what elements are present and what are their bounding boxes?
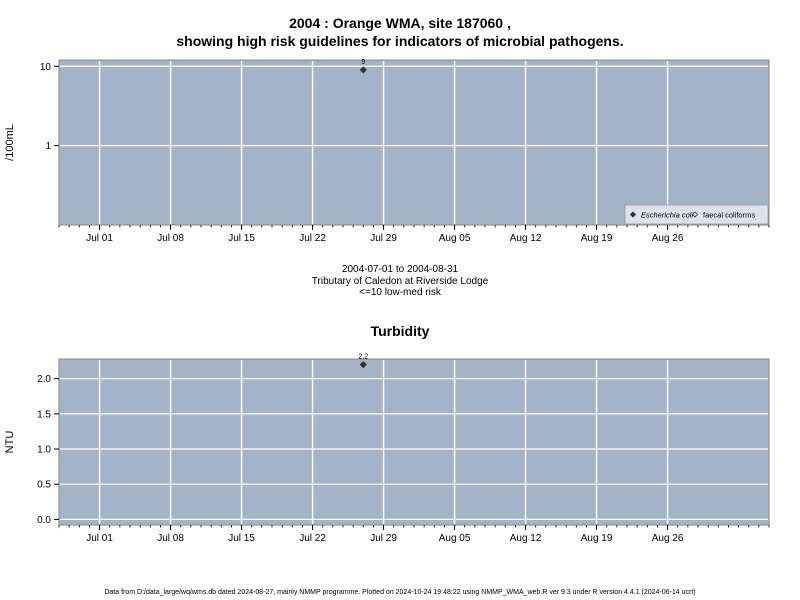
x-tick-label: Aug 26 bbox=[652, 533, 684, 544]
data-point bbox=[359, 66, 367, 74]
y-tick-label: 0.0 bbox=[37, 515, 51, 526]
legend-label: faecal coliforms bbox=[703, 211, 755, 220]
x-tick-label: Aug 05 bbox=[439, 533, 471, 544]
x-tick-label: Aug 05 bbox=[439, 233, 471, 244]
footer-note: Data from D:/data_large/wq/wms.db dated … bbox=[104, 589, 696, 596]
y-tick-label: 1.0 bbox=[37, 445, 51, 456]
turbidity-chart: Jul 01 Jul 08 Jul 15 Jul 22 Jul 29 Aug 05 Aug … bbox=[4, 354, 770, 544]
x-tick-label: Aug 19 bbox=[581, 533, 613, 544]
x-tick-label: Jul 22 bbox=[299, 233, 326, 244]
x-tick-label: Jul 15 bbox=[228, 233, 255, 244]
site-caption: Tributary of Caledon at Riverside Lodge bbox=[311, 276, 489, 287]
chart1-title: 2004 : Orange WMA, site 187060 , bbox=[289, 15, 511, 31]
x-tick-label: Jul 08 bbox=[157, 533, 184, 544]
ecoli-chart: Jul 01 Jul 08 Jul 15 Jul 22 Jul 29 Aug 05 Aug … bbox=[4, 59, 770, 244]
x-tick-label: Aug 12 bbox=[510, 533, 542, 544]
x-tick-label: Jul 08 bbox=[157, 233, 184, 244]
x-tick-label: Jul 29 bbox=[370, 233, 397, 244]
x-tick-label: Jul 29 bbox=[370, 533, 397, 544]
x-tick-label: Jul 01 bbox=[86, 233, 113, 244]
x-tick-label: Aug 26 bbox=[652, 233, 684, 244]
x-tick-label: Jul 22 bbox=[299, 533, 326, 544]
legend-box bbox=[624, 204, 769, 225]
x-tick-label: Aug 12 bbox=[510, 233, 542, 244]
chart1-subtitle: showing high risk guidelines for indicat… bbox=[176, 33, 624, 49]
x-tick-label: Jul 01 bbox=[86, 533, 113, 544]
data-label: 2.2 bbox=[358, 354, 368, 361]
x-tick-label: Jul 15 bbox=[228, 533, 255, 544]
risk-caption: <=10 low-med risk bbox=[359, 287, 441, 298]
plot-panel bbox=[58, 358, 770, 526]
y-tick-label: 1 bbox=[45, 141, 51, 152]
date-range-caption: 2004-07-01 to 2004-08-31 bbox=[341, 264, 459, 275]
legend-marker bbox=[691, 211, 699, 218]
legend-marker bbox=[629, 211, 637, 218]
data-point bbox=[359, 361, 367, 369]
y-tick-label: 1.5 bbox=[37, 409, 51, 420]
y-tick-label: 10 bbox=[40, 62, 52, 73]
y-tick-label: 2.0 bbox=[37, 374, 51, 385]
data-label: 9 bbox=[361, 59, 365, 66]
y-axis-label: /100mL bbox=[4, 124, 16, 161]
x-tick-label: Aug 19 bbox=[581, 233, 613, 244]
y-tick-label: 0.5 bbox=[37, 480, 51, 491]
chart2-title: Turbidity bbox=[370, 323, 430, 339]
y-axis-label: NTU bbox=[4, 431, 16, 454]
legend-label: Escherichia coli bbox=[641, 211, 693, 220]
plot-panel bbox=[58, 59, 770, 226]
